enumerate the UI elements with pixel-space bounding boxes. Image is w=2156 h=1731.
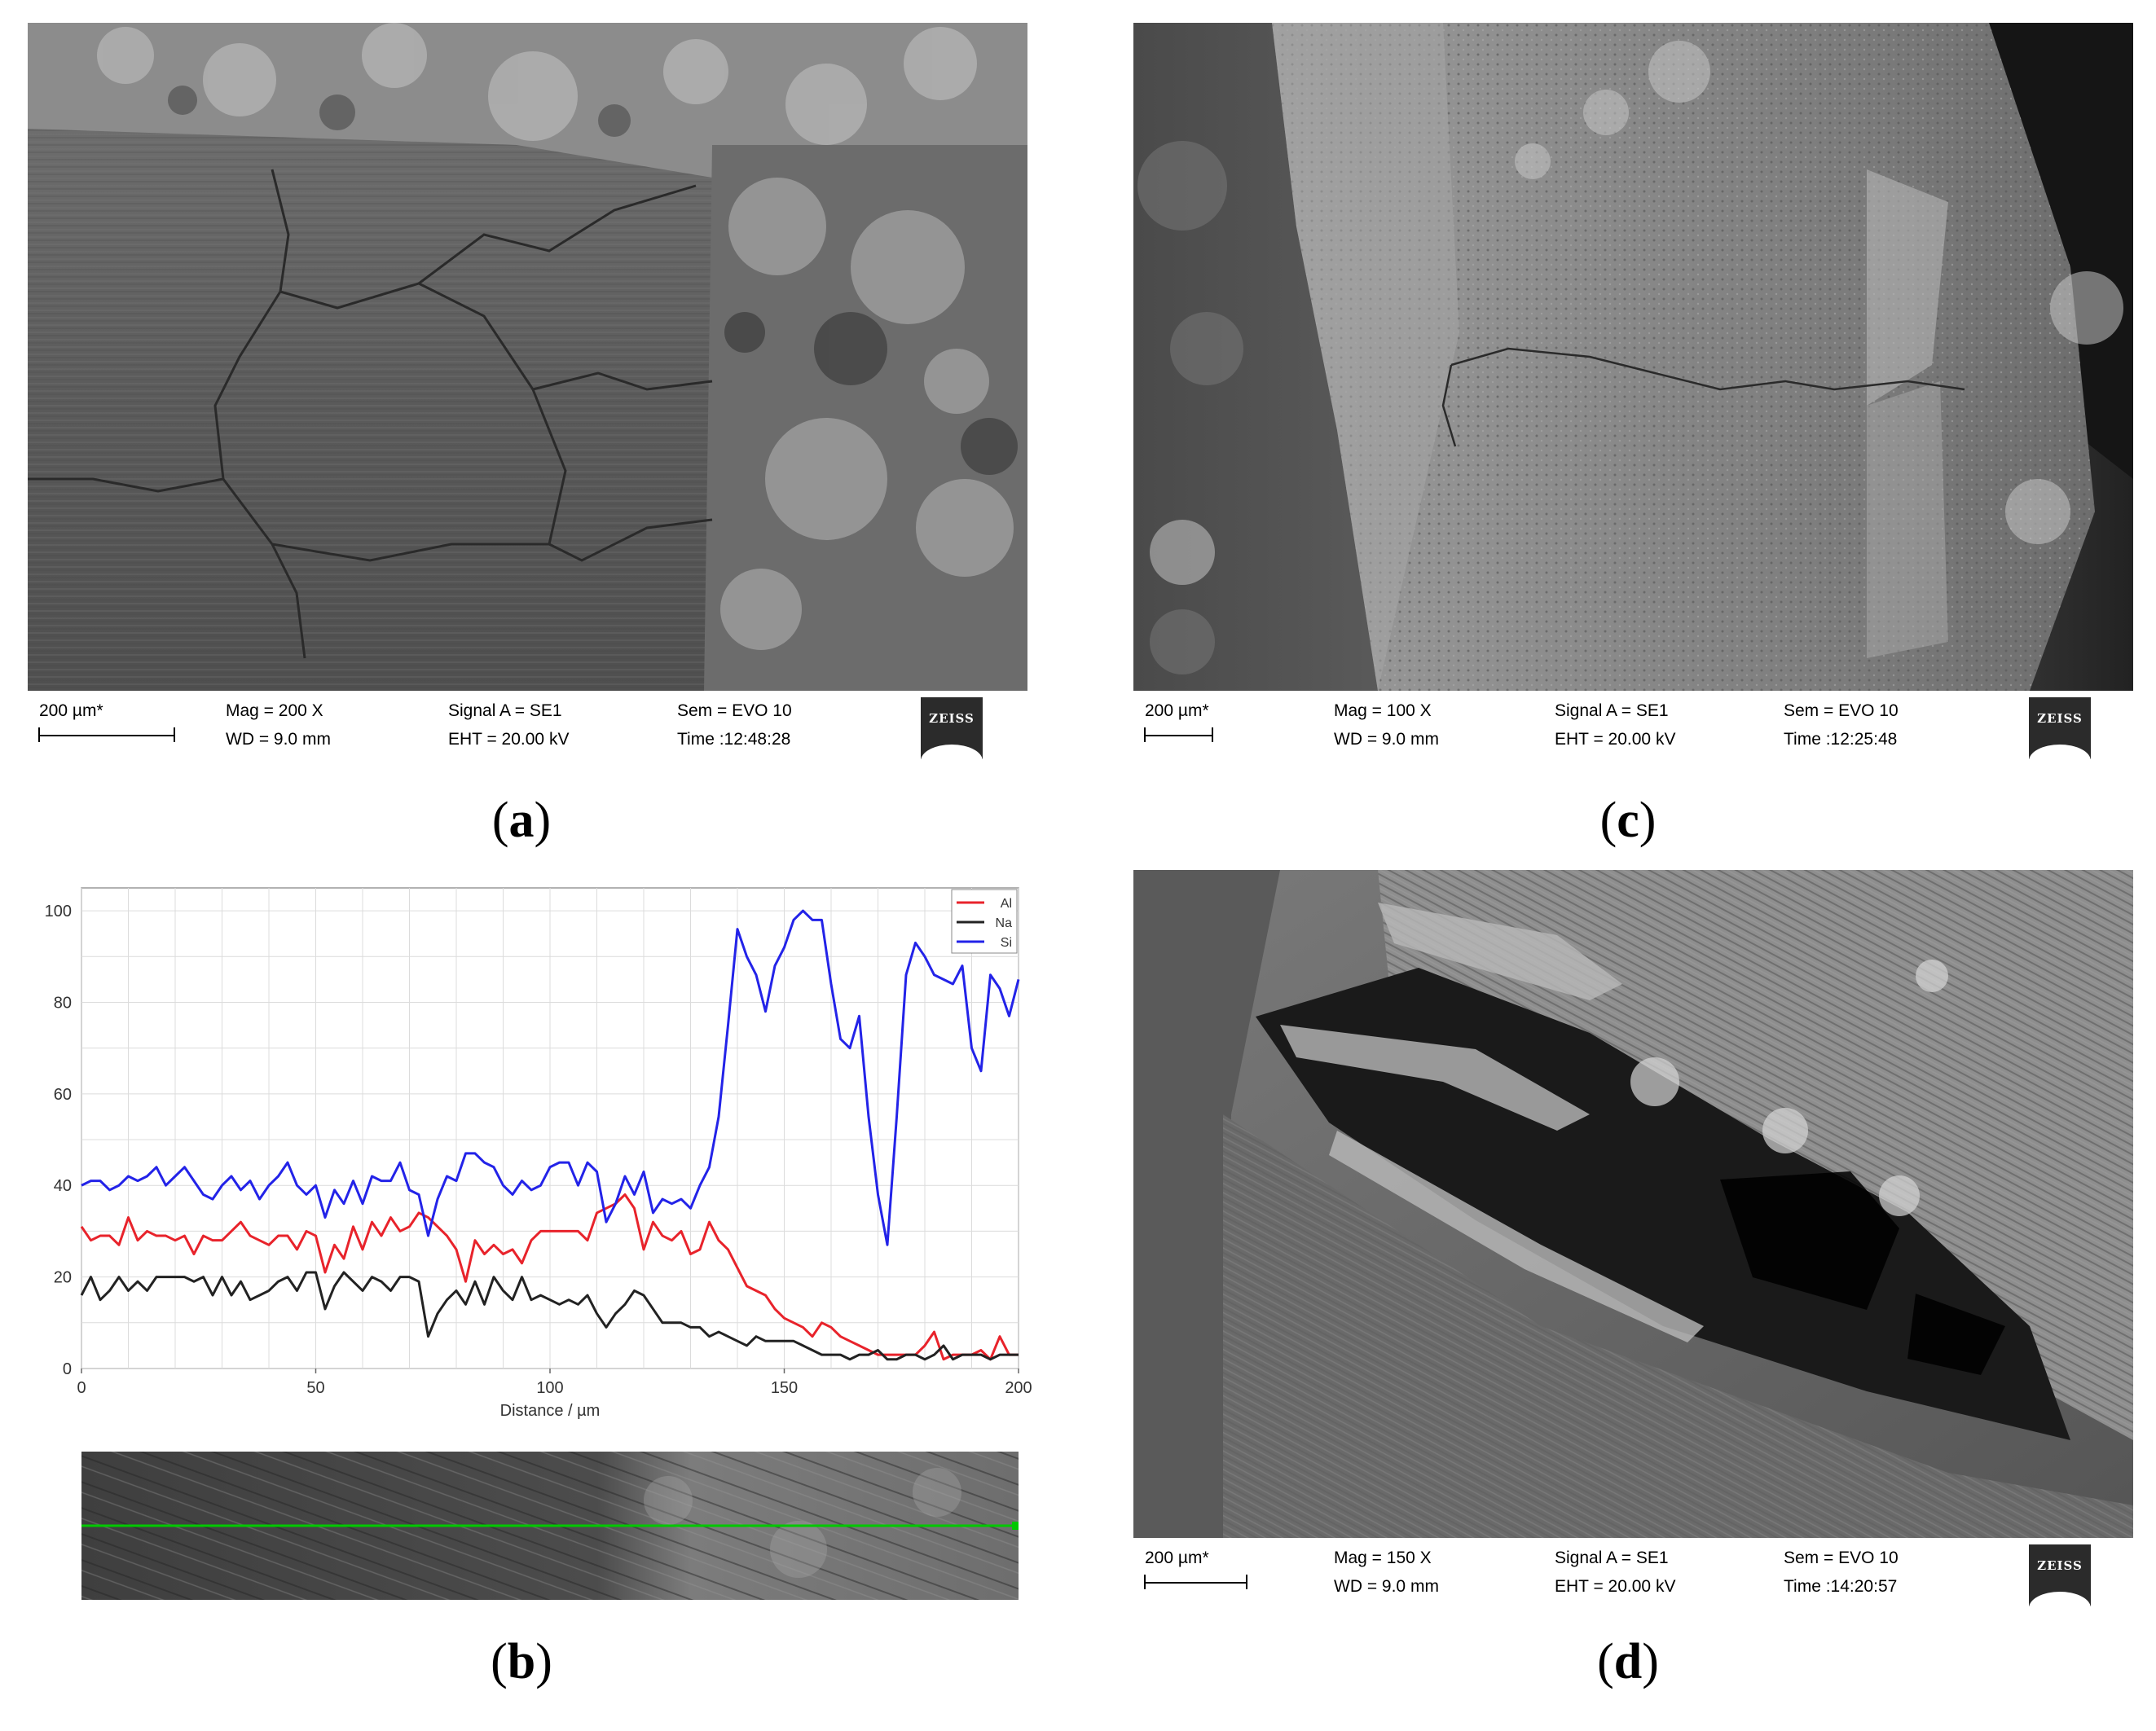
sem-value: Sem = EVO 10 [677, 701, 792, 720]
mag-value: Mag = 100 X [1334, 701, 1432, 720]
series-line-si [81, 909, 1020, 1246]
sem-image-d [1133, 870, 2133, 1538]
x-tick-label: 50 [306, 1379, 324, 1397]
x-tick-label: 150 [771, 1379, 798, 1397]
sem-value: Sem = EVO 10 [1784, 701, 1899, 720]
x-tick-label: 100 [536, 1379, 563, 1397]
eht-value: EHT = 20.00 kV [448, 730, 570, 749]
caption-c: (c) [1599, 793, 1657, 848]
legend-label-al: Al [1001, 897, 1012, 911]
zeiss-logo-icon: ZEISS [2029, 697, 2091, 759]
y-tick-label: 20 [54, 1269, 72, 1287]
scan-line-endpoint [1012, 1522, 1019, 1530]
y-tick-label: 40 [54, 1177, 72, 1195]
scale-label: 200 µm* [1145, 1549, 1209, 1567]
y-tick-label: 100 [45, 903, 72, 920]
wd-value: WD = 9.0 mm [226, 730, 331, 749]
legend-label-na: Na [996, 916, 1013, 930]
sem-value: Sem = EVO 10 [1784, 1549, 1899, 1567]
x-axis-label: Distance / µm [500, 1402, 601, 1420]
scale-bar-tick-right [1212, 727, 1213, 742]
y-tick-label: 0 [63, 1360, 72, 1378]
scale-bar-tick-right [1246, 1575, 1247, 1589]
scale-bar-tick-left [1144, 727, 1146, 742]
zeiss-logo-icon: ZEISS [921, 697, 983, 759]
mag-value: Mag = 200 X [226, 701, 323, 720]
scale-bar [1145, 1582, 1247, 1584]
linescan-chart: 0 20 40 60 80 100 0 50 100 150 200 Distance / µm Al N… [45, 887, 1032, 1420]
time-value: Time :12:25:48 [1784, 730, 1898, 749]
series-line-na [80, 1271, 1019, 1361]
signal-value: Signal A = SE1 [448, 701, 562, 720]
scale-bar-tick-right [174, 727, 175, 742]
wd-value: WD = 9.0 mm [1334, 730, 1439, 749]
legend-label-si: Si [1001, 936, 1012, 950]
scale-bar [39, 735, 174, 736]
signal-value: Signal A = SE1 [1555, 1549, 1669, 1567]
linescan-image [81, 1452, 1019, 1600]
info-bar-d: 200 µm* Mag = 150 X WD = 9.0 mm Signal A… [1133, 1538, 2133, 1613]
time-value: Time :14:20:57 [1784, 1577, 1898, 1596]
series-line-al [80, 1193, 1019, 1361]
mag-value: Mag = 150 X [1334, 1549, 1432, 1567]
y-tick-label: 60 [54, 1086, 72, 1104]
caption-a: (a) [491, 793, 552, 848]
wd-value: WD = 9.0 mm [1334, 1577, 1439, 1596]
info-bar-a: 200 µm* Mag = 200 X WD = 9.0 mm Signal A… [28, 691, 1027, 766]
caption-d: (d) [1597, 1634, 1659, 1689]
x-tick-label: 200 [1005, 1379, 1032, 1397]
scale-bar-tick-left [1144, 1575, 1146, 1589]
scale-label: 200 µm* [39, 701, 103, 720]
info-bar-c: 200 µm* Mag = 100 X WD = 9.0 mm Signal A… [1133, 691, 2133, 766]
eht-value: EHT = 20.00 kV [1555, 730, 1676, 749]
eht-value: EHT = 20.00 kV [1555, 1577, 1676, 1596]
time-value: Time :12:48:28 [677, 730, 791, 749]
zeiss-logo-icon: ZEISS [2029, 1544, 2091, 1606]
signal-value: Signal A = SE1 [1555, 701, 1669, 720]
scale-bar-tick-left [38, 727, 40, 742]
scale-label: 200 µm* [1145, 701, 1209, 720]
x-tick-label: 0 [77, 1379, 86, 1397]
y-tick-label: 80 [54, 994, 72, 1012]
scale-bar [1145, 735, 1212, 736]
sem-image-a [28, 23, 1027, 691]
caption-b: (b) [491, 1634, 552, 1689]
sem-image-c [1133, 23, 2133, 691]
